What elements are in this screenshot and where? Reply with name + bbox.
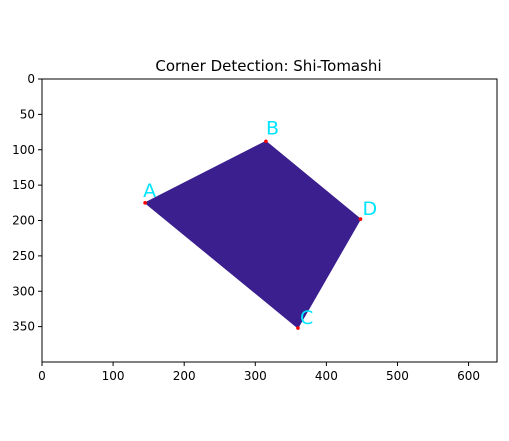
y-tick-label: 200 (12, 214, 35, 228)
x-tick-label: 300 (244, 369, 267, 383)
y-tick-label: 0 (27, 72, 35, 86)
chart-title: Corner Detection: Shi-Tomashi (155, 57, 381, 75)
corner-marker-c (296, 326, 300, 330)
corner-marker-d (358, 217, 363, 221)
x-tick-label: 0 (38, 369, 46, 383)
corner-label-c: C (300, 307, 313, 329)
corner-label-a: A (143, 180, 156, 202)
y-tick-label: 150 (12, 178, 35, 192)
x-tick-label: 100 (102, 369, 125, 383)
y-tick-label: 250 (12, 249, 35, 263)
x-tick-label: 400 (315, 369, 338, 383)
y-axis: 0 50 100 150 200 250 300 350 (12, 72, 42, 334)
x-tick-label: 500 (386, 369, 409, 383)
corner-layer: A B C D (143, 117, 377, 330)
y-tick-label: 50 (20, 107, 35, 121)
x-tick-label: 200 (173, 369, 196, 383)
x-tick-label: 600 (457, 369, 480, 383)
y-tick-label: 300 (12, 284, 35, 298)
corner-label-d: D (363, 198, 378, 220)
corner-marker-a (143, 201, 147, 205)
x-axis: 0 100 200 300 400 500 600 (38, 362, 480, 383)
y-tick-label: 100 (12, 143, 35, 157)
y-tick-label: 350 (12, 320, 35, 334)
corner-label-b: B (266, 117, 279, 139)
corner-marker-b (264, 139, 268, 144)
